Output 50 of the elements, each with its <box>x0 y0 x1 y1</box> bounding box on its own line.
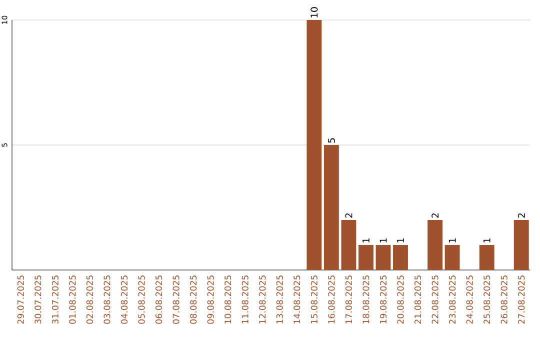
bar <box>393 245 408 270</box>
x-tick-label: 01.08.2025 <box>69 275 76 324</box>
bar <box>341 220 356 270</box>
x-tick-label: 29.07.2025 <box>17 275 24 324</box>
x-tick-label: 22.08.2025 <box>432 275 438 324</box>
data-label: 5 <box>328 138 335 143</box>
data-label: 1 <box>483 238 490 242</box>
x-tick-label: 14.08.2025 <box>294 275 300 324</box>
data-label: 2 <box>345 213 352 218</box>
x-tick-label: 30.07.2025 <box>34 275 42 324</box>
x-tick-label: 10.08.2025 <box>224 275 232 324</box>
data-label: 1 <box>380 238 387 242</box>
x-tick-label: 04.08.2025 <box>120 275 128 324</box>
x-tick-label: 15.08.2025 <box>310 275 318 324</box>
bar <box>376 245 391 270</box>
data-label: 2 <box>518 213 525 218</box>
data-label: 1 <box>397 238 404 242</box>
x-tick-label: 18.08.2025 <box>362 275 370 324</box>
x-tick-label: 27.08.2025 <box>518 275 525 324</box>
x-tick-label: 19.08.2025 <box>380 275 387 324</box>
data-label: 1 <box>448 238 456 242</box>
x-tick-label: 16.08.2025 <box>328 275 335 324</box>
x-tick-label: 26.08.2025 <box>500 275 508 324</box>
x-tick-label: 25.08.2025 <box>484 275 490 324</box>
x-tick-label: 21.08.2025 <box>414 275 422 324</box>
bar <box>306 20 322 270</box>
bar <box>479 245 494 270</box>
x-tick-label: 08.08.2025 <box>190 275 197 324</box>
data-label: 10 <box>310 7 318 18</box>
x-tick-label: 07.08.2025 <box>172 275 180 324</box>
x-tick-label: 12.08.2025 <box>259 275 266 324</box>
x-tick-label: 20.08.2025 <box>397 275 404 324</box>
data-label: 2 <box>432 213 438 218</box>
bar <box>444 245 460 270</box>
data-label: 1 <box>362 238 370 242</box>
x-tick-label: 05.08.2025 <box>138 275 145 324</box>
x-tick-label: 11.08.2025 <box>242 275 248 324</box>
bar <box>324 145 339 270</box>
x-tick-label: 17.08.2025 <box>345 275 352 324</box>
x-tick-label: 06.08.2025 <box>156 275 162 324</box>
x-tick-label: 24.08.2025 <box>466 275 473 324</box>
bar <box>358 245 374 270</box>
x-tick-label: 13.08.2025 <box>276 275 283 324</box>
x-tick-label: 02.08.2025 <box>86 275 93 324</box>
bar <box>428 220 443 270</box>
x-tick-label: 31.07.2025 <box>52 275 58 324</box>
x-tick-label: 09.08.2025 <box>207 275 214 324</box>
x-tick-label: 03.08.2025 <box>104 275 110 324</box>
x-tick-label: 23.08.2025 <box>449 275 456 324</box>
bar <box>514 220 529 270</box>
